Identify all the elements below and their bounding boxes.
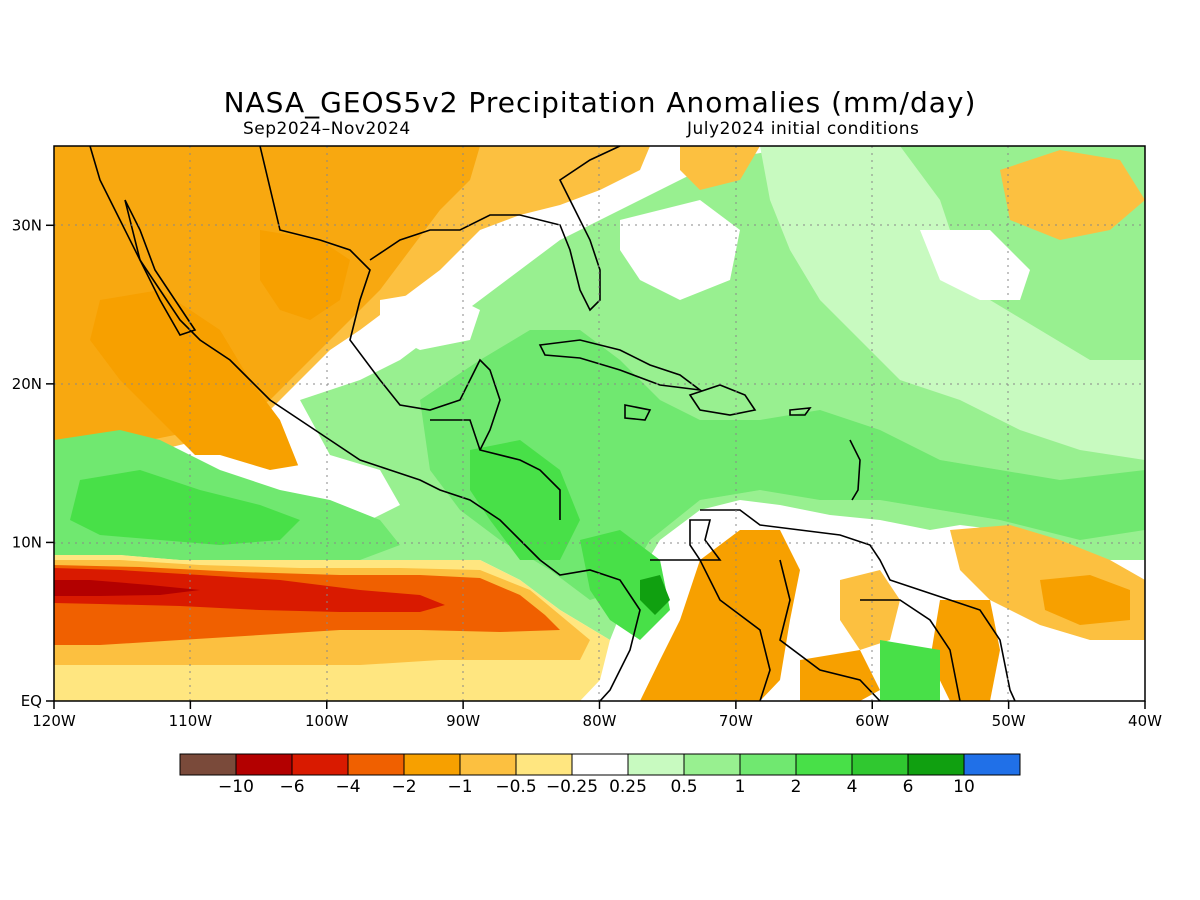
colorbar-label: −0.25 (546, 777, 598, 797)
colorbar-label: 6 (903, 777, 914, 797)
anomaly-field (54, 146, 1145, 701)
lon-label: 90W (446, 712, 480, 730)
colorbar-swatch (291, 753, 349, 776)
lat-label: 20N (12, 375, 42, 393)
lon-label: 120W (32, 712, 76, 730)
colorbar-swatch (739, 753, 797, 776)
lat-label: 30N (12, 216, 42, 234)
colorbar-label: −6 (279, 777, 304, 797)
colorbar-label: −1 (447, 777, 472, 797)
lon-label: 40W (1128, 712, 1162, 730)
colorbar-label: 4 (847, 777, 858, 797)
colorbar-label: 10 (953, 777, 975, 797)
colorbar-label: −0.5 (495, 777, 536, 797)
lon-label: 50W (992, 712, 1026, 730)
colorbar-swatch (235, 753, 293, 776)
colorbar-swatch (795, 753, 853, 776)
forecast-period: Sep2024–Nov2024 (243, 119, 411, 139)
colorbar-label: −4 (335, 777, 360, 797)
lon-label: 100W (305, 712, 349, 730)
colorbar-label: −10 (218, 777, 254, 797)
axis-labels: 120W 110W 100W 90W 80W 70W 60W 50W 40W EQ 10N 20N 30… (12, 216, 1162, 730)
lon-label: 80W (583, 712, 617, 730)
colorbar-label: 2 (791, 777, 802, 797)
lat-label: EQ (21, 692, 42, 710)
colorbar-label: 1 (735, 777, 746, 797)
colorbar-swatch (515, 753, 573, 776)
map-title: NASA_GEOS5v2 Precipitation Anomalies (mm… (223, 86, 977, 119)
colorbar-swatch (179, 753, 237, 776)
colorbar-swatch (571, 753, 629, 776)
axis-ticks (46, 224, 1146, 709)
colorbar-label: −2 (391, 777, 416, 797)
lon-label: 110W (169, 712, 213, 730)
colorbar: −10 −6 −4 −2 −1 −0.5 −0.25 0.25 0.5 1 2 4 6 10 (179, 753, 1021, 797)
colorbar-swatch (459, 753, 517, 776)
initial-conditions: July2024 initial conditions (687, 119, 920, 139)
colorbar-swatch (907, 753, 965, 776)
lat-label: 10N (12, 533, 42, 551)
colorbar-label: 0.25 (609, 777, 647, 797)
colorbar-swatch (627, 753, 685, 776)
colorbar-label: 0.5 (670, 777, 697, 797)
coastlines (89, 146, 1016, 701)
colorbar-swatch (851, 753, 909, 776)
colorbar-swatch (963, 753, 1021, 776)
colorbar-swatch (347, 753, 405, 776)
colorbar-swatch (683, 753, 741, 776)
graticule (54, 146, 1145, 701)
lon-label: 70W (719, 712, 753, 730)
lon-label: 60W (855, 712, 889, 730)
colorbar-swatch (403, 753, 461, 776)
